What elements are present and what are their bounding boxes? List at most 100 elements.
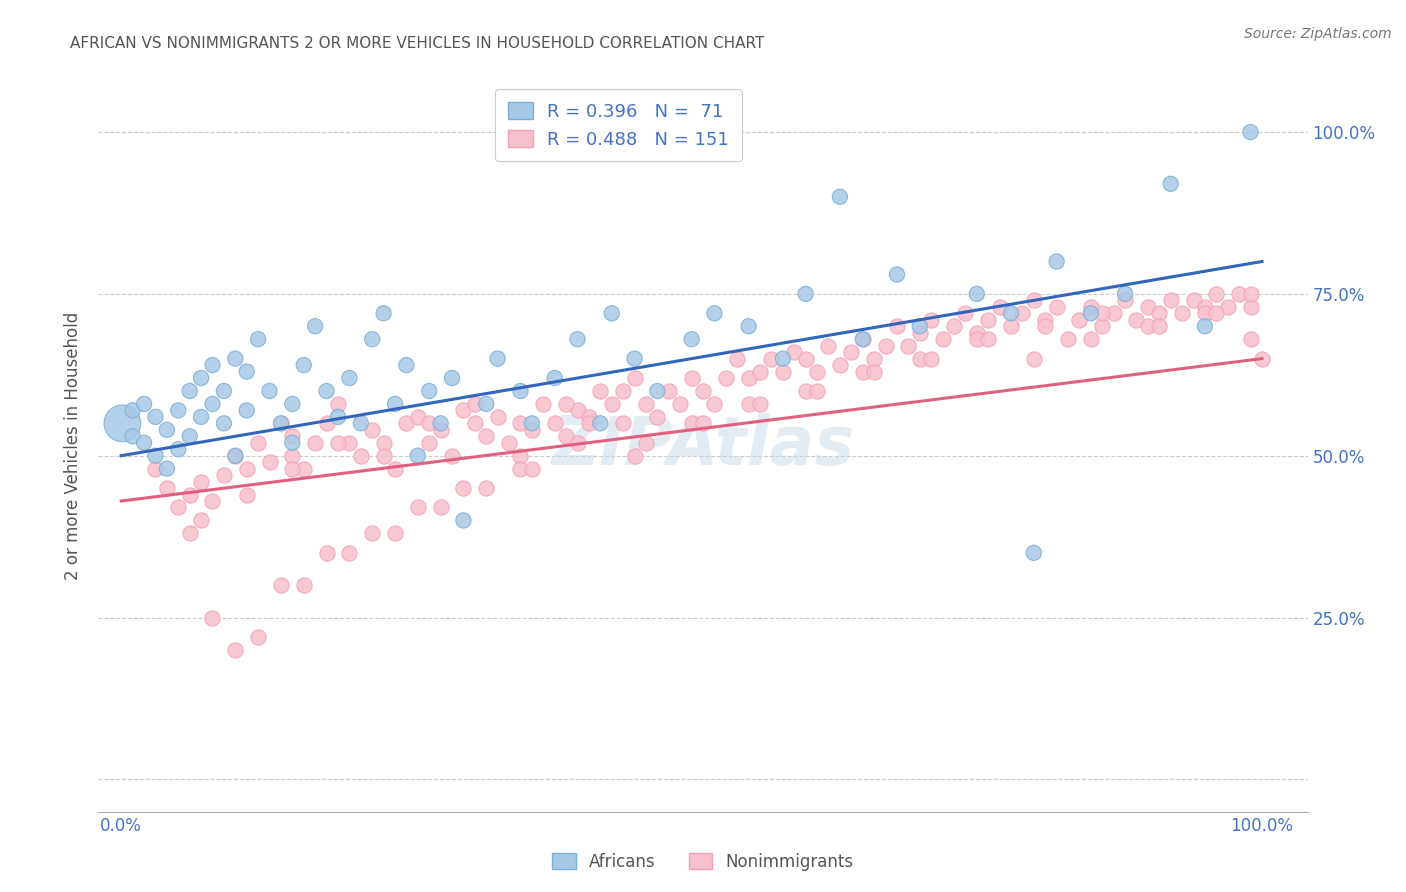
Point bbox=[749, 397, 772, 411]
Point bbox=[578, 409, 600, 424]
Point bbox=[1239, 125, 1261, 139]
Point bbox=[612, 417, 634, 431]
Point bbox=[337, 435, 360, 450]
Point bbox=[1216, 300, 1239, 314]
Point bbox=[863, 365, 886, 379]
Point bbox=[509, 417, 531, 431]
Point bbox=[1160, 293, 1182, 308]
Point bbox=[623, 449, 645, 463]
Point bbox=[373, 449, 395, 463]
Point bbox=[1194, 319, 1216, 334]
Point bbox=[908, 319, 931, 334]
Point bbox=[977, 332, 1000, 346]
Point bbox=[1149, 306, 1171, 320]
Point bbox=[418, 384, 440, 398]
Point bbox=[1011, 306, 1033, 320]
Point bbox=[1046, 254, 1069, 268]
Point bbox=[783, 345, 806, 359]
Point bbox=[1102, 306, 1125, 320]
Point bbox=[1091, 306, 1114, 320]
Point bbox=[612, 384, 634, 398]
Point bbox=[453, 403, 475, 417]
Point bbox=[828, 358, 851, 372]
Point bbox=[1205, 306, 1227, 320]
Point bbox=[737, 397, 759, 411]
Point bbox=[145, 461, 167, 475]
Point bbox=[292, 578, 315, 592]
Point bbox=[897, 339, 920, 353]
Point bbox=[259, 455, 281, 469]
Point bbox=[326, 409, 349, 424]
Point bbox=[270, 578, 292, 592]
Point bbox=[1000, 306, 1022, 320]
Point bbox=[520, 461, 543, 475]
Point bbox=[224, 449, 246, 463]
Point bbox=[156, 423, 179, 437]
Point bbox=[441, 371, 464, 385]
Point bbox=[453, 513, 475, 527]
Point bbox=[1022, 546, 1045, 560]
Point bbox=[190, 513, 212, 527]
Point bbox=[1136, 300, 1159, 314]
Point bbox=[247, 435, 270, 450]
Point bbox=[1171, 306, 1194, 320]
Point bbox=[224, 449, 246, 463]
Point bbox=[406, 409, 429, 424]
Point bbox=[179, 384, 201, 398]
Point bbox=[1205, 286, 1227, 301]
Point bbox=[1080, 332, 1102, 346]
Point bbox=[692, 384, 714, 398]
Point bbox=[1182, 293, 1205, 308]
Point bbox=[464, 417, 486, 431]
Point bbox=[464, 397, 486, 411]
Point bbox=[1114, 293, 1136, 308]
Point bbox=[852, 332, 875, 346]
Point bbox=[145, 409, 167, 424]
Point bbox=[737, 371, 759, 385]
Point bbox=[794, 286, 817, 301]
Point bbox=[201, 358, 224, 372]
Point bbox=[908, 326, 931, 340]
Point bbox=[1057, 332, 1080, 346]
Point bbox=[281, 449, 304, 463]
Point bbox=[373, 306, 395, 320]
Point bbox=[509, 384, 531, 398]
Point bbox=[384, 526, 406, 541]
Point bbox=[1125, 312, 1147, 326]
Point bbox=[190, 475, 212, 489]
Point bbox=[304, 319, 326, 334]
Point bbox=[475, 429, 498, 443]
Point bbox=[555, 429, 578, 443]
Point bbox=[235, 365, 257, 379]
Point bbox=[589, 417, 612, 431]
Y-axis label: 2 or more Vehicles in Household: 2 or more Vehicles in Household bbox=[65, 312, 83, 580]
Legend: R = 0.396   N =  71, R = 0.488   N = 151: R = 0.396 N = 71, R = 0.488 N = 151 bbox=[495, 89, 742, 161]
Point bbox=[270, 417, 292, 431]
Point bbox=[681, 332, 703, 346]
Point bbox=[828, 190, 851, 204]
Point bbox=[1046, 300, 1069, 314]
Point bbox=[647, 384, 669, 398]
Point bbox=[190, 371, 212, 385]
Point bbox=[1227, 286, 1250, 301]
Point bbox=[179, 526, 201, 541]
Point bbox=[817, 339, 839, 353]
Point bbox=[406, 500, 429, 515]
Point bbox=[486, 351, 509, 366]
Point bbox=[669, 397, 692, 411]
Point bbox=[920, 312, 942, 326]
Point bbox=[1080, 306, 1102, 320]
Point bbox=[520, 417, 543, 431]
Point bbox=[201, 610, 224, 624]
Point bbox=[486, 409, 509, 424]
Point bbox=[429, 500, 451, 515]
Point bbox=[201, 397, 224, 411]
Point bbox=[281, 397, 304, 411]
Point bbox=[567, 332, 589, 346]
Point bbox=[179, 429, 201, 443]
Point bbox=[281, 435, 304, 450]
Point bbox=[1251, 351, 1274, 366]
Point bbox=[863, 351, 886, 366]
Point bbox=[886, 319, 908, 334]
Point bbox=[920, 351, 942, 366]
